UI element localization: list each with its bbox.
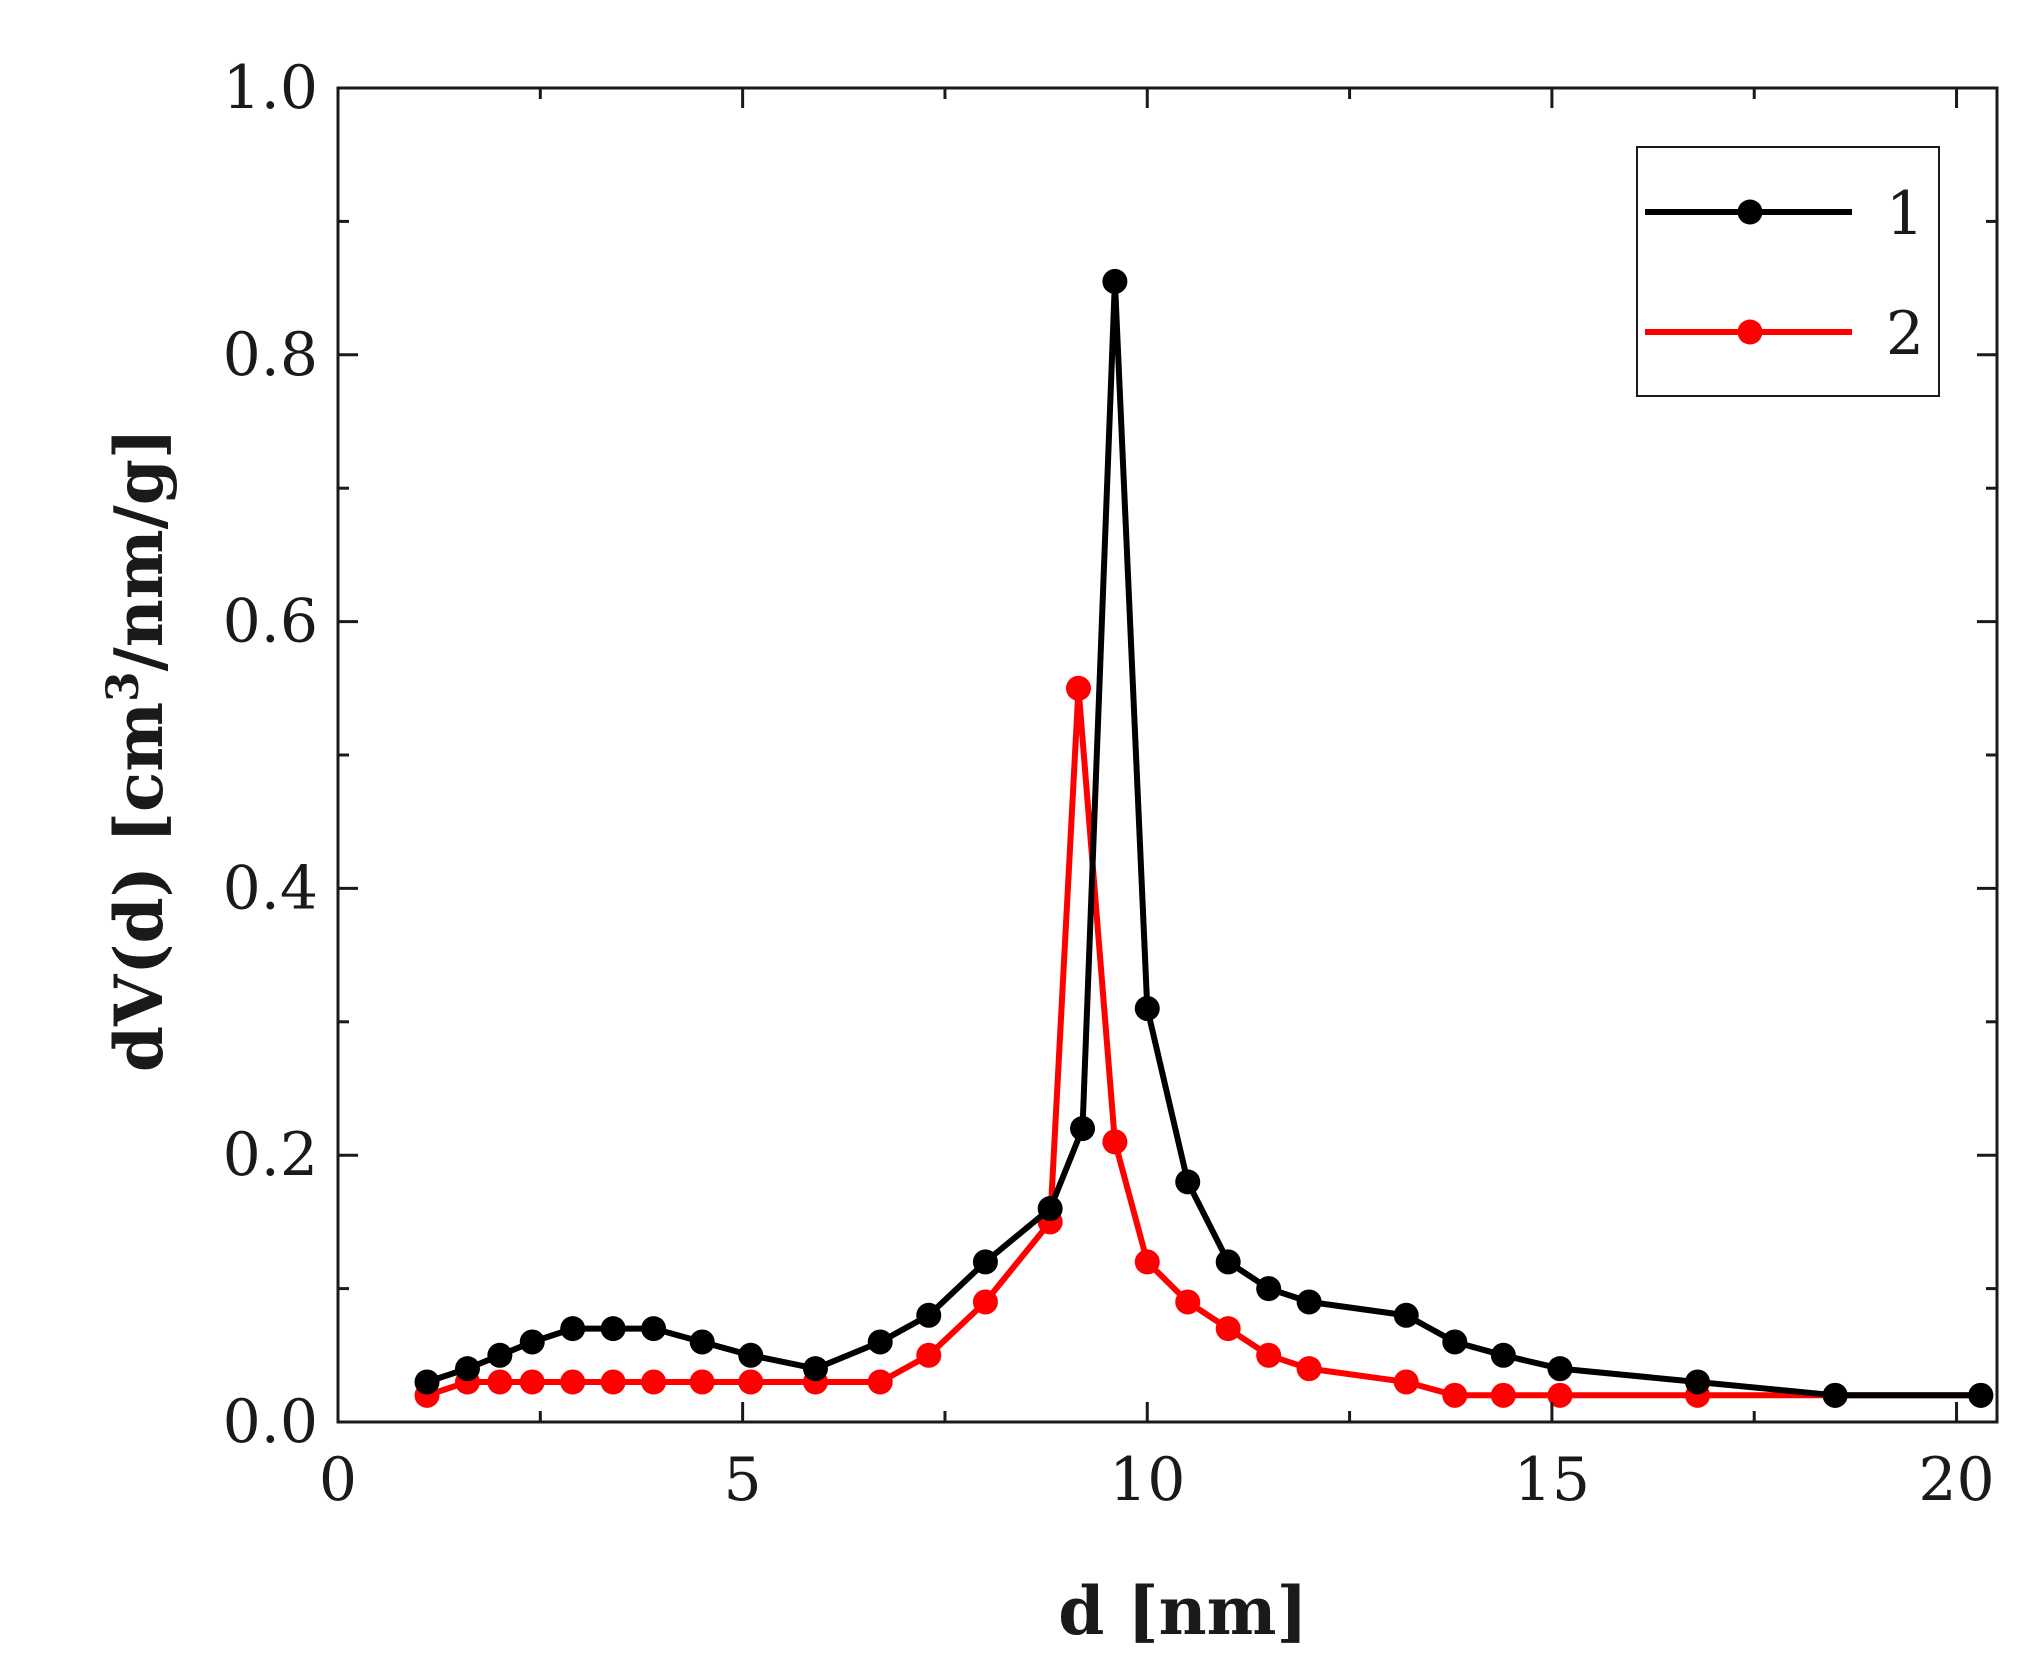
series-2-point xyxy=(972,1289,998,1315)
series-1-point xyxy=(1822,1382,1848,1408)
series-1-point xyxy=(487,1342,513,1368)
series-1-point xyxy=(738,1342,764,1368)
series-2-point xyxy=(1547,1382,1573,1408)
legend-label-2: 2 xyxy=(1886,299,1924,369)
series-2-point xyxy=(487,1369,513,1395)
y-tick-label: 0.4 xyxy=(223,853,318,923)
series-2-point xyxy=(560,1369,586,1395)
x-tick-label: 10 xyxy=(1109,1445,1185,1515)
series-2-point xyxy=(641,1369,667,1395)
x-tick-label: 15 xyxy=(1514,1445,1590,1515)
series-2-point xyxy=(689,1369,715,1395)
series-1-point xyxy=(1968,1382,1994,1408)
y-axis-title-suffix: /nm/g] xyxy=(100,428,178,671)
series-2-point xyxy=(1442,1382,1468,1408)
legend-swatch-marker-1 xyxy=(1737,199,1763,225)
y-tick-label: 0.6 xyxy=(223,587,318,657)
series-1-line xyxy=(426,278,1981,1399)
series-2-line xyxy=(426,685,1981,1399)
series-1-point xyxy=(560,1316,586,1342)
series-1-point xyxy=(867,1329,893,1355)
y-axis-title-superscript: 3 xyxy=(98,671,149,702)
series-2-point xyxy=(1175,1289,1201,1315)
y-axis-title-prefix: dV(d) [cm xyxy=(100,702,178,1072)
x-axis-title: d [nm] xyxy=(1058,1572,1307,1650)
series-1-point xyxy=(1175,1169,1201,1195)
series-2-point xyxy=(1215,1316,1241,1342)
series-1-point xyxy=(454,1356,480,1382)
series-2-point xyxy=(1065,675,1091,701)
x-tick-label: 20 xyxy=(1918,1445,1994,1515)
series-2-point xyxy=(1256,1342,1282,1368)
y-tick-label: 0.0 xyxy=(223,1387,318,1457)
x-tick-label: 0 xyxy=(319,1445,357,1515)
series-2-point xyxy=(1296,1356,1322,1382)
series-1-point xyxy=(1256,1276,1282,1302)
series-1-point xyxy=(1490,1342,1516,1368)
axes: 0 5 10 15 20 0.0 0.2 0.4 0.6 0.8 1.0 xyxy=(223,53,1999,1515)
series-1-point xyxy=(1134,995,1160,1021)
series-1-point xyxy=(414,1369,440,1395)
series-1-point xyxy=(1215,1249,1241,1275)
series-1-point xyxy=(916,1302,942,1328)
series-2-point xyxy=(1490,1382,1516,1408)
series-1-point xyxy=(689,1329,715,1355)
legend-label-1: 1 xyxy=(1886,179,1924,249)
y-axis-title: dV(d) [cm3/nm/g] xyxy=(98,428,178,1072)
series-1-point xyxy=(972,1249,998,1275)
series-2-point xyxy=(1134,1249,1160,1275)
series-2-point xyxy=(600,1369,626,1395)
series-1-point xyxy=(1685,1369,1711,1395)
series-1-point xyxy=(519,1329,545,1355)
y-tick-label: 1.0 xyxy=(223,53,318,123)
series-2-point xyxy=(867,1369,893,1395)
series-1-point xyxy=(802,1356,828,1382)
series-1-point xyxy=(1547,1356,1573,1382)
x-tick-label: 5 xyxy=(724,1445,762,1515)
y-tick-label: 0.2 xyxy=(223,1120,318,1190)
series-2-point xyxy=(916,1342,942,1368)
series-1-point xyxy=(1037,1196,1063,1222)
legend-box xyxy=(1636,146,1940,397)
series-1-point xyxy=(600,1316,626,1342)
series-2-point xyxy=(1102,1129,1128,1155)
series-1-point xyxy=(1296,1289,1322,1315)
series-1-point xyxy=(1442,1329,1468,1355)
series-2-point xyxy=(738,1369,764,1395)
legend: 12 xyxy=(1636,146,1940,397)
series-1-point xyxy=(1070,1116,1096,1142)
legend-swatch-marker-2 xyxy=(1737,319,1763,345)
series-2-point xyxy=(519,1369,545,1395)
series-1-point xyxy=(1393,1302,1419,1328)
series-1-point xyxy=(1102,268,1128,294)
plot-area xyxy=(414,268,1994,1408)
series-1-point xyxy=(641,1316,667,1342)
y-tick-label: 0.8 xyxy=(223,320,318,390)
series-2-point xyxy=(1393,1369,1419,1395)
